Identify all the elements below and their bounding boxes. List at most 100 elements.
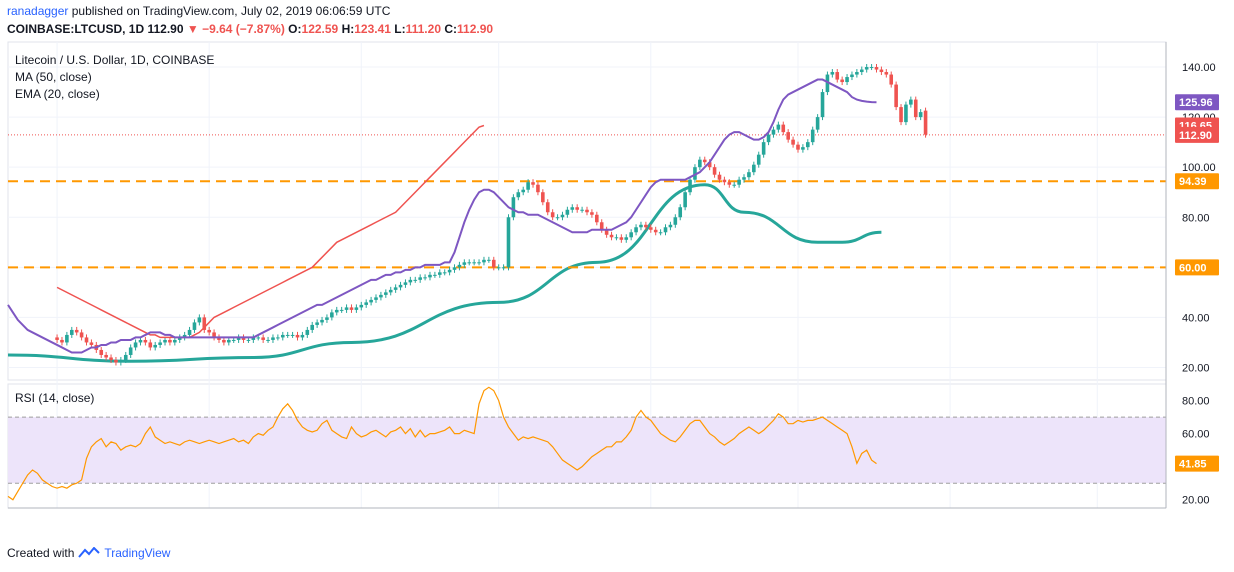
price-label-text: 60.00 bbox=[1179, 262, 1207, 274]
candle-body bbox=[408, 279, 413, 283]
candle-body bbox=[315, 322, 319, 325]
candle-body bbox=[590, 212, 594, 215]
legend-rsi[interactable]: RSI (14, close) bbox=[15, 391, 95, 405]
candle-body bbox=[752, 164, 756, 173]
ema20-line bbox=[7, 78, 877, 354]
rsi-tick-label: 60.00 bbox=[1182, 429, 1210, 441]
candle-body bbox=[648, 227, 653, 230]
candle-body bbox=[276, 337, 280, 339]
high-value: 123.41 bbox=[354, 22, 391, 36]
candle-body bbox=[187, 329, 192, 335]
symbol-name: COINBASE:LTCUSD, 1D bbox=[7, 22, 145, 36]
publisher-name[interactable]: ranadagger bbox=[7, 4, 69, 18]
ma50-line bbox=[56, 124, 485, 339]
candle-body bbox=[74, 329, 79, 333]
candle-body bbox=[653, 229, 658, 233]
candle-body bbox=[491, 259, 496, 268]
candle-body bbox=[65, 334, 69, 343]
candle-body bbox=[462, 262, 467, 265]
candle-body bbox=[217, 337, 221, 340]
candle-body bbox=[99, 349, 104, 355]
candle-body bbox=[810, 129, 815, 143]
candle-body bbox=[388, 289, 393, 293]
candle-body bbox=[325, 317, 329, 320]
candle-body bbox=[153, 344, 158, 348]
candle-body bbox=[384, 292, 388, 295]
candle-body bbox=[806, 142, 810, 148]
candle-body bbox=[369, 299, 373, 303]
candle-body bbox=[702, 159, 707, 163]
candle-body bbox=[79, 332, 84, 338]
candle-body bbox=[143, 339, 148, 343]
legend-ma[interactable]: MA (50, close) bbox=[15, 70, 92, 84]
candle-body bbox=[727, 182, 732, 185]
created-with-text: Created with bbox=[7, 546, 75, 560]
candle-body bbox=[761, 142, 766, 155]
candle-body bbox=[923, 110, 928, 135]
candle-body bbox=[693, 167, 697, 180]
candle-body bbox=[815, 117, 820, 130]
legend-ema[interactable]: EMA (20, close) bbox=[15, 87, 100, 101]
candle-body bbox=[624, 237, 629, 240]
candle-body bbox=[909, 99, 913, 105]
candle-body bbox=[207, 329, 211, 333]
candle-body bbox=[894, 84, 898, 108]
candle-body bbox=[545, 202, 550, 213]
candle-body bbox=[236, 337, 241, 340]
candle-body bbox=[737, 179, 741, 185]
candle-body bbox=[678, 207, 683, 218]
candle-body bbox=[128, 347, 133, 355]
candle-body bbox=[413, 279, 418, 281]
price-tick-label: 80.00 bbox=[1182, 212, 1210, 224]
candle-body bbox=[452, 267, 457, 270]
candle-body bbox=[629, 232, 633, 238]
candle-body bbox=[541, 192, 545, 203]
candle-body bbox=[423, 277, 427, 279]
candle-body bbox=[163, 339, 167, 343]
candle-body bbox=[855, 72, 859, 75]
candle-body bbox=[747, 172, 751, 178]
price-label-text: 125.96 bbox=[1179, 97, 1213, 109]
candle-body bbox=[330, 312, 334, 318]
candle-body bbox=[339, 309, 344, 311]
price-label-box bbox=[1175, 259, 1219, 276]
candle-body bbox=[69, 329, 74, 335]
candle-body bbox=[197, 317, 202, 323]
candle-body bbox=[845, 77, 849, 83]
candle-body bbox=[575, 207, 579, 210]
candle-body bbox=[138, 339, 143, 343]
candle-body bbox=[231, 339, 236, 341]
candle-body bbox=[609, 234, 614, 238]
candle-body bbox=[521, 189, 526, 193]
candle-body bbox=[192, 322, 197, 330]
candle-body bbox=[899, 107, 903, 123]
candle-body bbox=[658, 232, 663, 234]
candle-body bbox=[442, 272, 447, 274]
candle-body bbox=[683, 192, 687, 208]
candle-body bbox=[467, 262, 472, 264]
tradingview-brand[interactable]: TradingView bbox=[104, 546, 171, 560]
chart-svg[interactable]: 140.00120.00100.0080.0060.0040.0020.0080… bbox=[0, 40, 1234, 514]
candle-body bbox=[526, 182, 530, 190]
candle-body bbox=[742, 177, 746, 180]
open-label: O: bbox=[288, 22, 302, 36]
down-arrow-icon: ▼ bbox=[186, 22, 199, 36]
candle-body bbox=[349, 307, 354, 310]
candle-body bbox=[447, 269, 452, 273]
candle-body bbox=[717, 174, 722, 180]
candle-body bbox=[840, 79, 844, 83]
price-label-text: 94.39 bbox=[1179, 176, 1207, 188]
rsi-tick-label: 20.00 bbox=[1182, 495, 1210, 507]
candle-body bbox=[246, 339, 251, 341]
candle-body bbox=[487, 259, 491, 261]
candle-body bbox=[639, 224, 643, 228]
candle-body bbox=[506, 217, 511, 268]
candle-body bbox=[879, 69, 884, 73]
main-legend: Litecoin / U.S. Dollar, 1D, COINBASE MA … bbox=[15, 52, 214, 103]
candle-body bbox=[109, 357, 113, 360]
price-label-box bbox=[1175, 173, 1219, 190]
candle-body bbox=[290, 334, 295, 336]
candle-body bbox=[60, 339, 64, 343]
chart-area[interactable]: 140.00120.00100.0080.0060.0040.0020.0080… bbox=[0, 40, 1234, 514]
open-value: 122.59 bbox=[301, 22, 339, 36]
